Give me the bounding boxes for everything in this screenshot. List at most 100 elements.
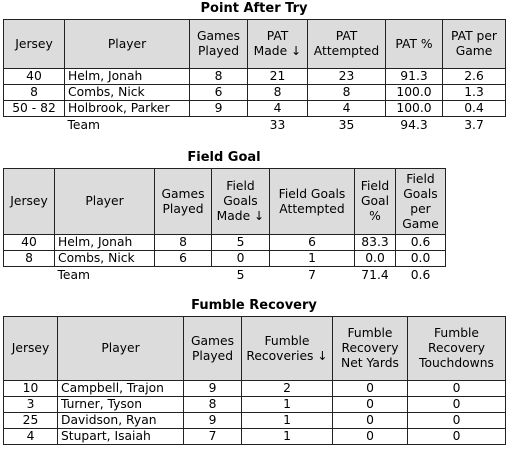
- cell-jersey: 8: [3, 250, 55, 267]
- table-row: 40 Helm, Jonah 8 21 23 91.3 2.6: [3, 68, 506, 85]
- col-header-pat-made[interactable]: PAT Made ↓: [247, 19, 308, 69]
- table-row: 3 Turner, Tyson 8 1 0 0: [3, 396, 506, 413]
- team-cell-per-game: 3.7: [464, 117, 484, 132]
- team-row: Team 33 35 94.3 3.7: [4, 117, 506, 134]
- cell-touchdowns: 0: [407, 412, 506, 429]
- cell-player: Holbrook, Parker: [64, 100, 190, 117]
- cell-touchdowns: 0: [407, 380, 506, 397]
- cell-player: Helm, Jonah: [54, 234, 155, 251]
- cell-player: Stupart, Isaiah: [57, 428, 184, 445]
- cell-per-game: 1.3: [442, 84, 506, 101]
- fumble-recovery-section: Fumble Recovery Jersey Player Games Play…: [3, 298, 506, 445]
- col-header-net-yards[interactable]: Fumble Recovery Net Yards: [332, 316, 408, 381]
- table-row: 10 Campbell, Trajon 9 2 0 0: [3, 380, 506, 397]
- cell-games: 8: [189, 68, 248, 85]
- col-header-pat-attempted[interactable]: PAT Attempted: [307, 19, 386, 69]
- cell-per-game: 2.6: [442, 68, 506, 85]
- cell-made: 8: [247, 84, 308, 101]
- col-header-jersey[interactable]: Jersey: [3, 19, 65, 69]
- col-header-jersey[interactable]: Jersey: [3, 316, 58, 381]
- cell-net-yards: 0: [332, 428, 408, 445]
- cell-recoveries: 1: [241, 412, 333, 429]
- table-row: 4 Stupart, Isaiah 7 1 0 0: [3, 428, 506, 445]
- team-label: Team: [57, 267, 91, 282]
- cell-pct: 100.0: [385, 100, 443, 117]
- cell-pct: 100.0: [385, 84, 443, 101]
- cell-player: Campbell, Trajon: [57, 380, 184, 397]
- col-header-fg-attempted[interactable]: Field Goals Attempted: [269, 168, 355, 235]
- table-row: 8 Combs, Nick 6 0 1 0.0 0.0: [3, 250, 446, 267]
- cell-games: 9: [189, 100, 248, 117]
- section-title: Field Goal: [187, 150, 261, 165]
- cell-made: 4: [247, 100, 308, 117]
- cell-pct: 0.0: [354, 250, 396, 267]
- pat-table: Jersey Player Games Played PAT Made ↓ PA…: [3, 19, 506, 133]
- cell-jersey: 3: [3, 396, 58, 413]
- cell-jersey: 10: [3, 380, 58, 397]
- col-header-fg-made[interactable]: Field Goals Made ↓: [211, 168, 270, 235]
- col-header-games-played[interactable]: Games Played: [154, 168, 212, 235]
- team-cell-made: 5: [236, 267, 245, 282]
- team-cell-jersey: [4, 117, 65, 134]
- cell-per-game: 0.0: [395, 250, 446, 267]
- cell-player: Combs, Nick: [54, 250, 155, 267]
- cell-games: 7: [183, 428, 242, 445]
- section-title: Fumble Recovery: [191, 298, 317, 313]
- cell-games: 9: [183, 412, 242, 429]
- cell-games: 8: [154, 234, 212, 251]
- col-header-jersey[interactable]: Jersey: [3, 168, 55, 235]
- field-goal-section: Field Goal Jersey Player Games Played Fi…: [3, 150, 446, 283]
- cell-jersey: 50 - 82: [3, 100, 65, 117]
- cell-games: 6: [154, 250, 212, 267]
- team-row: Team 5 7 71.4 0.6: [4, 267, 446, 284]
- pat-section: Point After Try Jersey Player Games Play…: [3, 1, 506, 133]
- cell-touchdowns: 0: [407, 428, 506, 445]
- cell-jersey: 40: [3, 234, 55, 251]
- team-cell-made: 33: [269, 117, 286, 132]
- cell-player: Combs, Nick: [64, 84, 190, 101]
- col-header-player[interactable]: Player: [54, 168, 155, 235]
- cell-games: 8: [183, 396, 242, 413]
- cell-per-game: 0.6: [395, 234, 446, 251]
- team-cell-pct: 94.3: [400, 117, 428, 132]
- cell-games: 9: [183, 380, 242, 397]
- col-header-touchdowns[interactable]: Fumble Recovery Touchdowns: [407, 316, 506, 381]
- cell-jersey: 25: [3, 412, 58, 429]
- cell-games: 6: [189, 84, 248, 101]
- col-header-pat-per-game[interactable]: PAT per Game: [442, 19, 506, 69]
- col-header-pat-pct[interactable]: PAT %: [385, 19, 443, 69]
- team-cell-attempted: 7: [308, 267, 316, 282]
- cell-attempted: 6: [269, 234, 355, 251]
- col-header-fg-pct[interactable]: Field Goal %: [354, 168, 396, 235]
- cell-player: Davidson, Ryan: [57, 412, 184, 429]
- cell-touchdowns: 0: [407, 396, 506, 413]
- cell-net-yards: 0: [332, 380, 408, 397]
- fumble-recovery-table: Jersey Player Games Played Fumble Recove…: [3, 316, 506, 445]
- col-header-fg-per-game[interactable]: Field Goals per Game: [395, 168, 446, 235]
- col-header-fumble-recoveries[interactable]: Fumble Recoveries ↓: [241, 316, 333, 381]
- cell-attempted: 8: [307, 84, 386, 101]
- table-row: 25 Davidson, Ryan 9 1 0 0: [3, 412, 506, 429]
- cell-player: Turner, Tyson: [57, 396, 184, 413]
- col-header-games-played[interactable]: Games Played: [189, 19, 248, 69]
- cell-attempted: 23: [307, 68, 386, 85]
- cell-recoveries: 1: [241, 396, 333, 413]
- table-row: 8 Combs, Nick 6 8 8 100.0 1.3: [3, 84, 506, 101]
- cell-recoveries: 1: [241, 428, 333, 445]
- col-header-games-played[interactable]: Games Played: [183, 316, 242, 381]
- cell-per-game: 0.4: [442, 100, 506, 117]
- table-row: 50 - 82 Holbrook, Parker 9 4 4 100.0 0.4: [3, 100, 506, 117]
- cell-made: 0: [211, 250, 270, 267]
- team-cell-pct: 71.4: [361, 267, 389, 282]
- team-cell-per-game: 0.6: [410, 267, 431, 282]
- cell-player: Helm, Jonah: [64, 68, 190, 85]
- cell-jersey: 4: [3, 428, 58, 445]
- cell-attempted: 1: [269, 250, 355, 267]
- team-cell-games: [155, 267, 212, 284]
- col-header-player[interactable]: Player: [57, 316, 184, 381]
- cell-jersey: 40: [3, 68, 65, 85]
- col-header-player[interactable]: Player: [64, 19, 190, 69]
- field-goal-table: Jersey Player Games Played Field Goals M…: [3, 168, 446, 283]
- cell-attempted: 4: [307, 100, 386, 117]
- team-cell-attempted: 35: [338, 117, 355, 132]
